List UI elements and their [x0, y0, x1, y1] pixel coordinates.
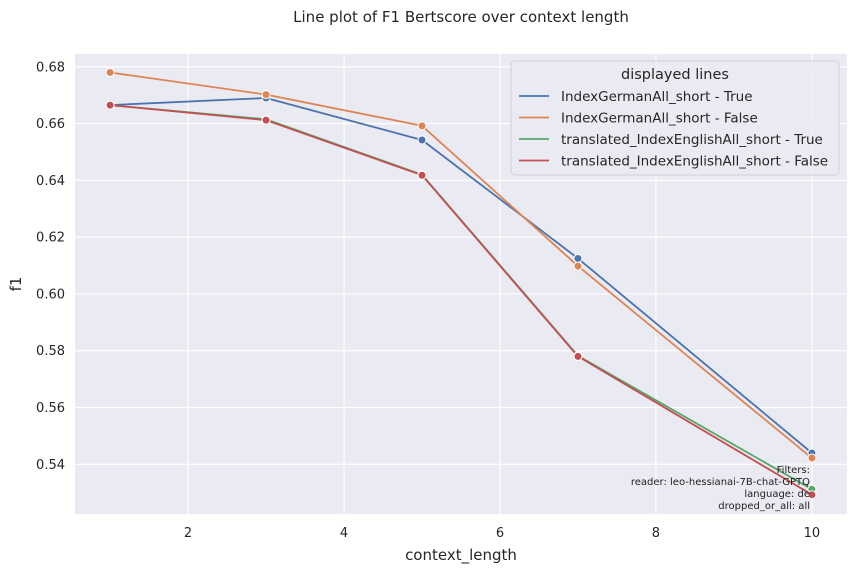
data-point: [573, 351, 583, 361]
filter-line: reader: leo-hessianai-7B-chat-GPTQ: [631, 477, 810, 488]
data-point: [573, 261, 583, 271]
data-point: [807, 490, 817, 500]
y-axis-ticks: 0.54 0.56 0.58 0.60 0.62 0.64 0.66 0.68: [36, 60, 65, 473]
data-point: [573, 253, 583, 263]
data-point: [417, 135, 427, 145]
y-tick-label: 0.60: [36, 287, 65, 302]
data-point: [105, 100, 115, 110]
data-point: [105, 67, 115, 77]
legend-items: IndexGermanAll_short - True IndexGermanAl…: [519, 89, 828, 170]
y-tick-label: 0.56: [36, 401, 65, 416]
data-point: [261, 115, 271, 125]
y-tick-label: 0.54: [36, 458, 65, 473]
y-tick-label: 0.68: [36, 60, 65, 75]
x-tick-label: 8: [652, 526, 660, 541]
x-tick-label: 4: [340, 526, 348, 541]
data-point: [417, 170, 427, 180]
data-point: [261, 90, 271, 100]
filter-line: dropped_or_all: all: [718, 501, 810, 512]
legend-entry: IndexGermanAll_short - False: [561, 111, 758, 127]
legend-box: [510, 60, 840, 176]
legend-entry: translated_IndexEnglishAll_short - True: [561, 132, 823, 148]
x-tick-label: 2: [184, 526, 192, 541]
legend-title: displayed lines: [621, 67, 729, 83]
y-tick-label: 0.66: [36, 117, 65, 132]
filter-line: language: de: [744, 489, 810, 500]
x-tick-label: 6: [496, 526, 504, 541]
y-tick-label: 0.58: [36, 344, 65, 359]
y-tick-label: 0.64: [36, 174, 65, 189]
data-point: [417, 121, 427, 131]
x-axis-label: context_length: [405, 546, 517, 565]
legend-entry: translated_IndexEnglishAll_short - False: [561, 154, 828, 170]
chart-title: Line plot of F1 Bertscore over context l…: [293, 8, 629, 26]
y-axis-label: f1: [7, 277, 25, 292]
filter-line: Filters:: [777, 465, 810, 476]
legend-entry: IndexGermanAll_short - True: [561, 89, 753, 105]
legend: displayed lines IndexGermanAll_short - T…: [510, 60, 840, 176]
x-axis-ticks: 2 4 6 8 10: [184, 526, 820, 541]
filters-annotation: Filters:reader: leo-hessianai-7B-chat-GP…: [631, 465, 810, 512]
y-tick-label: 0.62: [36, 231, 65, 246]
data-point: [807, 453, 817, 463]
x-tick-label: 10: [804, 526, 821, 541]
series-markers: [105, 67, 817, 500]
